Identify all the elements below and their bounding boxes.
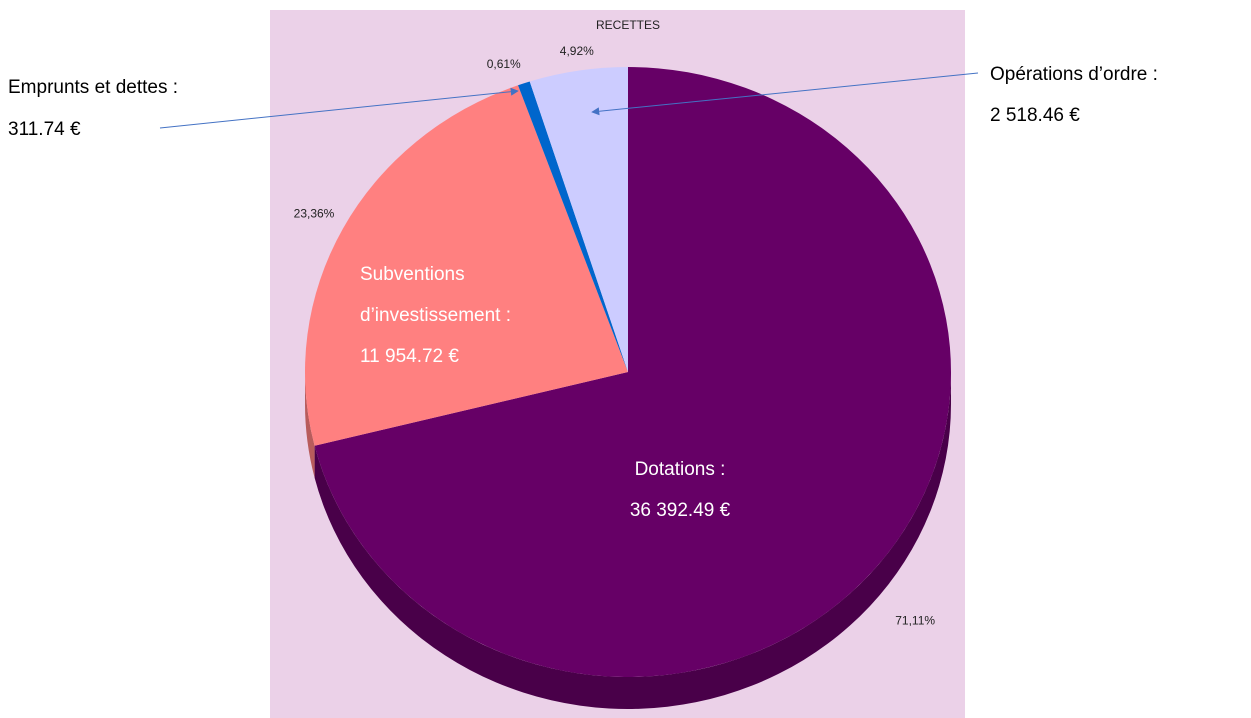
slice [529, 67, 628, 372]
slice [314, 67, 951, 677]
annotation: 311.74 € [8, 119, 81, 140]
value-label: 4,92% [560, 44, 594, 58]
arrow [159, 87, 519, 129]
annotation: d’investissement : [360, 305, 511, 326]
slice-side [305, 372, 315, 478]
annotation: Subventions [360, 264, 465, 285]
slice [305, 85, 628, 446]
annotation: Opérations d’ordre : [990, 64, 1158, 85]
annotation: 11 954.72 € [360, 346, 459, 367]
slice [518, 81, 628, 373]
value-label: 0,61% [487, 57, 521, 71]
annotation: Emprunts et dettes : [8, 77, 178, 98]
annotation: 2 518.46 € [990, 105, 1080, 126]
value-label: 71,11% [895, 613, 935, 627]
annotation: 36 392.49 € [630, 500, 731, 521]
pie [305, 67, 951, 709]
value-label: 23,36% [294, 206, 335, 220]
arrow [591, 72, 979, 116]
chart-title: RECETTES [596, 18, 660, 32]
annotation: Dotations : [635, 459, 726, 480]
